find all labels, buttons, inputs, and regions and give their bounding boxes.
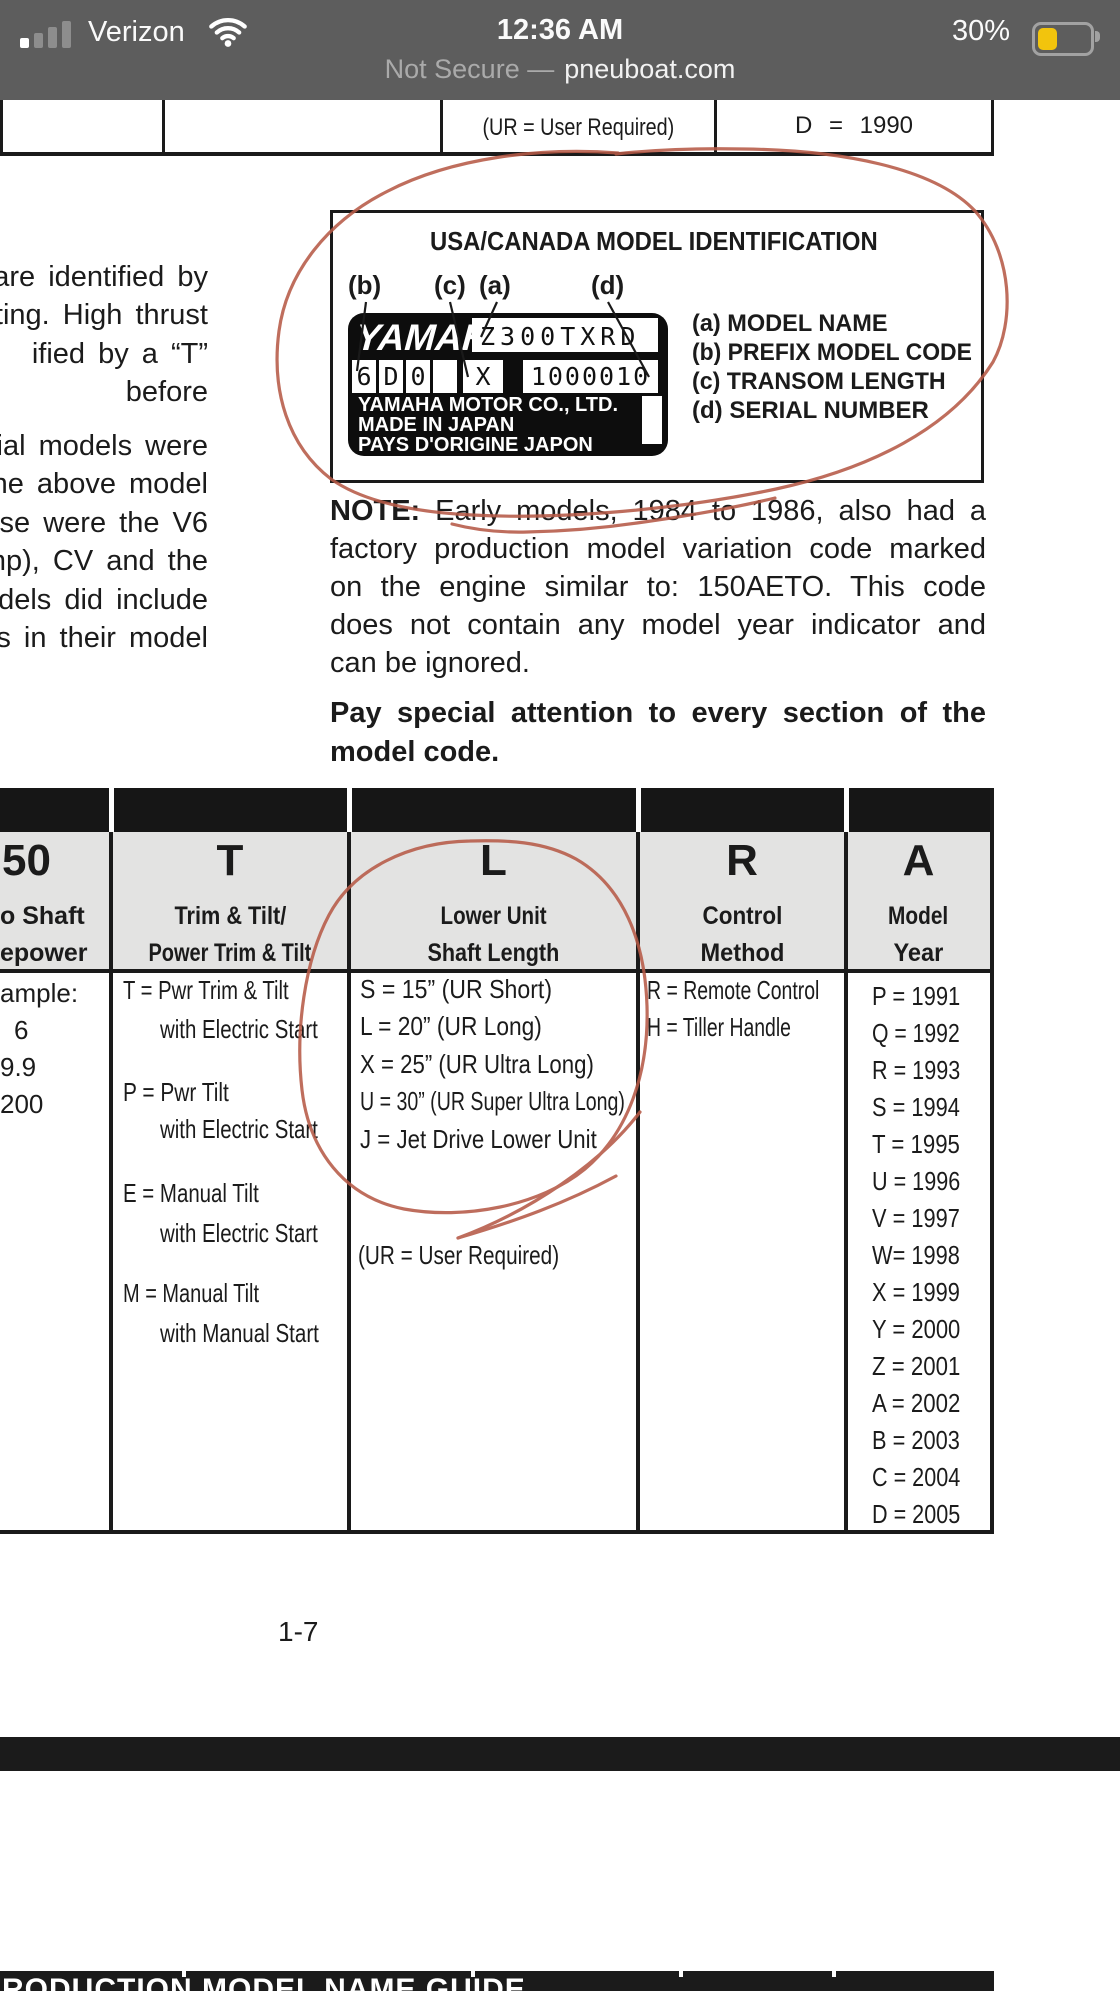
ur-legend-cell: (UR = User Required) xyxy=(482,114,675,141)
year-line: Q = 1992 xyxy=(872,1018,960,1048)
col-letter-shaft: L xyxy=(480,836,507,885)
trim-line: with Electric Start xyxy=(160,1114,318,1144)
note-label: NOTE: xyxy=(330,495,421,527)
col-sub1-shaft: Lower Unit xyxy=(440,902,547,930)
wifi-icon xyxy=(209,18,247,47)
col-sub2-horsepower: epower xyxy=(0,939,88,967)
shaft-line: J = Jet Drive Lower Unit xyxy=(360,1124,597,1154)
col-sub1-trim: Trim & Tilt/ xyxy=(174,902,286,930)
shaft-line: L = 20” (UR Long) xyxy=(360,1011,542,1041)
pointer-label-b: (b) xyxy=(348,270,382,300)
pointer-label-a: (a) xyxy=(479,270,511,300)
col-letter-horsepower: 50 xyxy=(2,836,51,885)
col-sub2-trim: Power Trim & Tilt xyxy=(148,939,312,967)
example-line: 9.9 xyxy=(0,1052,37,1082)
next-section-band: RODUCTION MODEL NAME GUIDE xyxy=(0,1971,994,1991)
plate-serial-cell: 1000010 xyxy=(530,362,651,391)
year-line: P = 1991 xyxy=(872,981,961,1011)
status-bar: Verizon 12:36 AM 30% Not Secure — pneuboa… xyxy=(0,0,1120,100)
legend-prefix-code: (b) PREFIX MODEL CODE xyxy=(692,339,972,366)
year-line: S = 1994 xyxy=(872,1092,960,1122)
id-box-title: USA/CANADA MODEL IDENTIFICATION xyxy=(430,226,878,256)
carrier-label: Verizon xyxy=(88,16,185,48)
col-sub2-year: Year xyxy=(893,939,944,967)
trim-line: P = Pwr Tilt xyxy=(123,1077,229,1107)
cell-signal-icon xyxy=(20,20,78,48)
trim-line: E = Manual Tilt xyxy=(123,1178,259,1208)
battery-icon xyxy=(1032,22,1094,56)
col-sub1-year: Model xyxy=(888,902,949,930)
col-sub2-shaft: Shaft Length xyxy=(427,939,560,967)
table-title-band xyxy=(0,788,994,832)
year-line: C = 2004 xyxy=(872,1462,961,1492)
page-number: 1-7 xyxy=(278,1616,319,1647)
battery-fill xyxy=(1038,28,1057,50)
trim-line: M = Manual Tilt xyxy=(123,1278,260,1308)
url-domain: pneuboat.com xyxy=(564,54,736,84)
shaft-line: U = 30” (UR Super Ultra Long) xyxy=(360,1086,625,1116)
plate-prefix-cell-1: 6 xyxy=(356,362,372,391)
plate-transom-cell: X xyxy=(475,362,491,391)
shaft-line: S = 15” (UR Short) xyxy=(360,974,553,1004)
legend-transom-length: (c) TRANSOM LENGTH xyxy=(692,368,946,395)
battery-percent: 30% xyxy=(952,15,1011,47)
year-line: B = 2003 xyxy=(872,1425,960,1455)
year-line: Y = 2000 xyxy=(872,1314,961,1344)
ur-note-line: (UR = User Required) xyxy=(358,1240,560,1270)
example-line: 200 xyxy=(0,1089,44,1119)
legend-model-name: (a) MODEL NAME xyxy=(692,310,888,337)
trim-line: with Manual Start xyxy=(160,1318,319,1348)
url-bar[interactable]: Not Secure — pneuboat.com xyxy=(0,54,1120,85)
pointer-label-c: (c) xyxy=(434,270,466,300)
year-line: X = 1999 xyxy=(872,1277,960,1307)
section-divider-bar xyxy=(0,1737,1120,1771)
control-line: R = Remote Control xyxy=(647,975,820,1005)
plate-prefix-cell-3: 0 xyxy=(410,362,426,391)
note-paragraph: NOTE: Early models, 1984 to 1986, also h… xyxy=(330,495,986,679)
year-line: D = 2005 xyxy=(872,1499,961,1529)
trim-line: with Electric Start xyxy=(160,1218,318,1248)
year-line: T = 1995 xyxy=(872,1129,960,1159)
year-line: R = 1993 xyxy=(872,1055,961,1085)
year-code-cell: D = 1990 xyxy=(794,112,914,139)
example-line: ample: xyxy=(0,978,79,1008)
year-line: V = 1997 xyxy=(872,1203,960,1233)
plate-maker-line3: PAYS D'ORIGINE JAPON xyxy=(358,434,593,456)
example-line: 6 xyxy=(14,1015,29,1045)
col-sub1-control: Control xyxy=(702,902,782,930)
plate-prefix-cell-2: D xyxy=(383,362,399,391)
year-line: A = 2002 xyxy=(872,1388,961,1418)
plate-model-code: Z300TXRD xyxy=(480,322,641,351)
col-sub1-horsepower: o Shaft xyxy=(0,902,85,930)
year-line: Z = 2001 xyxy=(872,1351,961,1381)
pointer-label-d: (d) xyxy=(591,270,625,300)
trim-line: with Electric Start xyxy=(160,1014,318,1044)
year-line: W= 1998 xyxy=(872,1240,960,1270)
emphasis-paragraph: Pay special attention to every section o… xyxy=(330,697,986,768)
control-line: H = Tiller Handle xyxy=(647,1012,791,1042)
legend-serial-number: (d) SERIAL NUMBER xyxy=(692,397,929,424)
left-column-paragraph-2: ecial models were w the above model ese … xyxy=(0,430,208,655)
trim-line: T = Pwr Trim & Tilt xyxy=(123,975,289,1005)
shaft-line: X = 25” (UR Ultra Long) xyxy=(360,1049,594,1079)
next-section-title: RODUCTION MODEL NAME GUIDE xyxy=(2,1973,526,1991)
col-sub2-control: Method xyxy=(700,939,784,967)
left-column-paragraph-1: s are identified by r rating. High thrus… xyxy=(0,261,208,409)
battery-nub xyxy=(1095,31,1100,42)
col-letter-control: R xyxy=(726,836,758,885)
clock: 12:36 AM xyxy=(496,14,624,46)
url-security-label: Not Secure — xyxy=(384,54,555,84)
year-line: U = 1996 xyxy=(872,1166,961,1196)
col-letter-trim: T xyxy=(216,836,244,885)
col-letter-year: A xyxy=(902,836,935,885)
